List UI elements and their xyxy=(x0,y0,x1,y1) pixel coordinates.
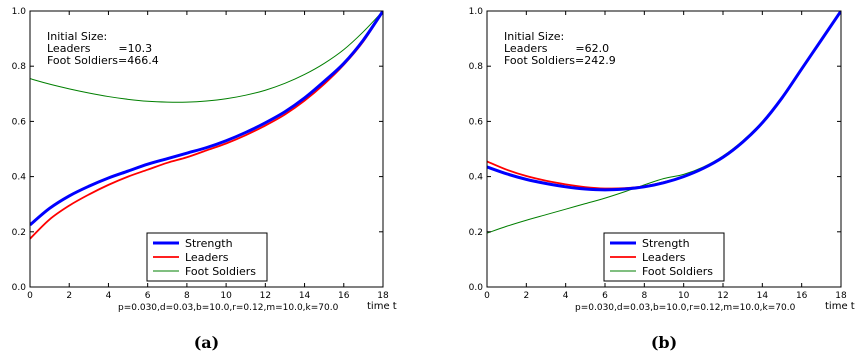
x-tick-label: 4 xyxy=(563,291,569,301)
legend-label-strength: Strength xyxy=(185,237,233,250)
series-group xyxy=(487,11,841,234)
legend-label-strength: Strength xyxy=(642,237,690,250)
initial-size-text-0: Initial Size: xyxy=(47,30,107,43)
y-tick-label: 0.2 xyxy=(12,228,26,238)
x-tick-label: 12 xyxy=(260,291,271,301)
x-axis-label: time t xyxy=(367,301,397,312)
parameters-text: p=0.030,d=0.03,b=10.0,r=0.12,m=10.0,k=70… xyxy=(575,303,796,313)
parameters-text: p=0.030,d=0.03,b=10.0,r=0.12,m=10.0,k=70… xyxy=(118,303,339,313)
panel-caption: (b) xyxy=(651,333,677,352)
initial-size-text-1: Leaders =10.3 xyxy=(47,42,152,55)
initial-size-text-2: Foot Soldiers=466.4 xyxy=(47,54,159,67)
x-tick-label: 18 xyxy=(377,291,389,301)
x-tick-label: 6 xyxy=(602,291,608,301)
series-group xyxy=(30,11,383,240)
x-tick-label: 2 xyxy=(523,291,529,301)
y-tick-label: 1.0 xyxy=(469,7,484,17)
x-tick-label: 0 xyxy=(484,291,490,301)
x-tick-label: 12 xyxy=(717,291,728,301)
series-line-strength xyxy=(487,11,841,192)
x-tick-label: 18 xyxy=(835,291,847,301)
series-line-foot-soldiers xyxy=(30,11,383,103)
x-tick-label: 14 xyxy=(299,291,311,301)
x-tick-label: 4 xyxy=(106,291,112,301)
y-tick-label: 0.0 xyxy=(12,283,27,293)
y-tick-label: 0.4 xyxy=(12,173,27,183)
x-tick-label: 10 xyxy=(220,291,232,301)
series-line-leaders xyxy=(30,11,383,240)
y-tick-label: 0.6 xyxy=(469,117,484,127)
y-tick-label: 0.4 xyxy=(469,173,484,183)
x-tick-label: 16 xyxy=(338,291,350,301)
y-tick-label: 1.0 xyxy=(12,7,27,17)
legend-label-leaders: Leaders xyxy=(642,251,686,264)
initial-size-text-0: Initial Size: xyxy=(504,30,564,43)
series-line-strength xyxy=(30,11,383,227)
y-tick-label: 0.0 xyxy=(469,283,484,293)
x-tick-label: 14 xyxy=(757,291,769,301)
panel-a: 0 2 4 6 8 10 12 14 16 18 0.0 0.2 0.4 0.6 0.8 1.0 time t p… xyxy=(12,7,397,352)
y-tick-label: 0.2 xyxy=(469,228,483,238)
x-tick-label: 2 xyxy=(66,291,72,301)
initial-size-text-2: Foot Soldiers=242.9 xyxy=(504,54,616,67)
plot-frame xyxy=(29,10,384,288)
legend-label-leaders: Leaders xyxy=(185,251,229,264)
y-tick-label: 0.8 xyxy=(12,62,27,72)
plot-frame xyxy=(486,10,842,288)
y-tick-label: 0.8 xyxy=(469,62,484,72)
initial-size-text-1: Leaders =62.0 xyxy=(504,42,609,55)
x-tick-label: 6 xyxy=(145,291,151,301)
x-tick-label: 16 xyxy=(796,291,808,301)
x-tick-label: 0 xyxy=(27,291,33,301)
x-tick-label: 10 xyxy=(678,291,690,301)
x-axis-label: time t xyxy=(825,301,855,312)
x-tick-label: 8 xyxy=(184,291,190,301)
panel-b: 0 2 4 6 8 10 12 14 16 18 0.0 0.2 0.4 0.6 0.8 1.0 time t p… xyxy=(469,7,855,352)
y-tick-label: 0.6 xyxy=(12,117,27,127)
x-tick-label: 8 xyxy=(641,291,647,301)
legend-label-foot-soldiers: Foot Soldiers xyxy=(185,265,256,278)
legend-label-foot-soldiers: Foot Soldiers xyxy=(642,265,713,278)
panel-caption: (a) xyxy=(194,333,220,352)
